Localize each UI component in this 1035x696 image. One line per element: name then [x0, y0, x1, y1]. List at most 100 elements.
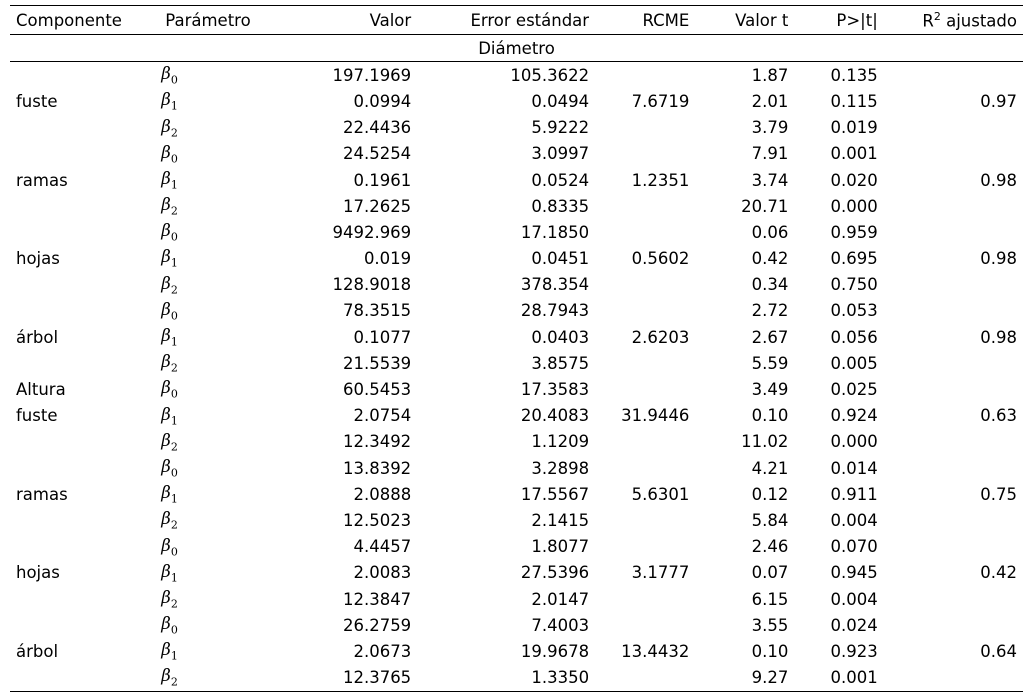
cell-std-error: 2.0147	[531, 589, 590, 609]
beta-subscript: 2	[170, 361, 178, 375]
cell-rcme	[595, 272, 695, 298]
table-row: β2 22.4436 5.9222 3.79 0.019	[10, 115, 1023, 141]
cell-std-error: 27.5396	[520, 563, 590, 583]
cell-rcme: 5.6301	[631, 484, 690, 504]
cell-value: 12.5023	[342, 510, 412, 530]
beta-symbol: β	[161, 142, 171, 162]
cell-value: 0.019	[363, 249, 412, 269]
header-component: Componente	[10, 5, 160, 35]
cell-r2-adjusted: 0.64	[980, 641, 1017, 661]
cell-value: 78.3515	[342, 301, 412, 321]
beta-subscript: 0	[170, 544, 178, 558]
cell-component: hojas	[16, 563, 60, 583]
cell-rcme	[595, 141, 695, 167]
cell-parameter: β1	[159, 246, 288, 272]
cell-std-error: 0.0403	[531, 327, 590, 347]
cell-t-value: 0.34	[751, 275, 789, 295]
cell-t-value: 0.42	[751, 249, 789, 269]
cell-t-value: 0.06	[751, 222, 789, 242]
cell-p-value: 0.020	[830, 170, 878, 190]
table-row: β0 4.4457 1.8077 2.46 0.070	[10, 534, 1023, 560]
cell-t-value: 3.55	[751, 615, 789, 635]
beta-subscript: 1	[170, 335, 178, 349]
cell-p-value: 0.000	[830, 432, 878, 452]
header-std-error: Error estándar	[417, 5, 596, 35]
cell-value: 4.4457	[353, 537, 412, 557]
cell-rcme	[595, 115, 695, 141]
cell-value: 2.0673	[353, 641, 412, 661]
cell-component	[10, 298, 159, 324]
cell-r2-adjusted	[884, 376, 1023, 402]
cell-parameter: β1	[159, 638, 288, 664]
cell-t-value: 2.72	[751, 301, 789, 321]
cell-std-error: 105.3622	[510, 65, 590, 85]
cell-component	[10, 219, 159, 245]
cell-r2-adjusted: 0.97	[980, 91, 1017, 111]
cell-value: 0.0994	[353, 91, 412, 111]
header-rcme: RCME	[595, 5, 696, 35]
cell-t-value: 2.01	[751, 91, 789, 111]
cell-p-value: 0.004	[830, 510, 878, 530]
beta-subscript: 1	[170, 492, 178, 506]
cell-t-value: 5.59	[751, 353, 789, 373]
cell-t-value: 9.27	[695, 664, 795, 692]
table-row: fuste β1 0.0994 0.0494 7.6719 2.01 0.115 0.97	[10, 88, 1023, 114]
cell-value: 60.5453	[342, 380, 412, 400]
cell-parameter: β2	[159, 664, 289, 692]
beta-symbol: β	[161, 509, 171, 529]
cell-value: 12.3847	[342, 589, 412, 609]
cell-parameter: β2	[159, 115, 288, 141]
cell-component	[10, 62, 159, 89]
header-parameter: Parámetro	[159, 5, 289, 35]
cell-std-error: 1.3350	[417, 664, 596, 692]
cell-value: 26.2759	[342, 615, 412, 635]
cell-component: hojas	[16, 249, 60, 269]
cell-r2-adjusted	[884, 298, 1023, 324]
cell-r2-adjusted	[884, 272, 1023, 298]
cell-r2-adjusted	[884, 455, 1023, 481]
cell-parameter: β2	[159, 507, 288, 533]
cell-t-value: 0.10	[751, 406, 789, 426]
cell-std-error: 378.354	[520, 275, 590, 295]
cell-t-value: 3.79	[751, 118, 789, 138]
cell-parameter: β2	[159, 350, 288, 376]
cell-component: Altura	[16, 380, 66, 400]
beta-symbol: β	[161, 404, 171, 424]
cell-t-value: 4.21	[751, 458, 789, 478]
table-row: β2 12.3765 1.3350 9.27 0.001	[10, 664, 1023, 692]
cell-std-error: 3.8575	[531, 353, 590, 373]
cell-value: 2.0888	[353, 484, 412, 504]
cell-component	[10, 534, 159, 560]
cell-t-value: 6.15	[751, 589, 789, 609]
cell-p-value: 0.695	[830, 249, 878, 269]
beta-subscript: 2	[170, 675, 178, 689]
cell-std-error: 3.2898	[531, 458, 590, 478]
beta-subscript: 2	[170, 282, 178, 296]
table-row: β0 9492.969 17.1850 0.06 0.959	[10, 219, 1023, 245]
cell-r2-adjusted	[884, 429, 1023, 455]
cell-t-value: 0.10	[751, 641, 789, 661]
table-row: ramas β1 2.0888 17.5567 5.6301 0.12 0.911 0.75	[10, 481, 1023, 507]
cell-p-value: 0.004	[830, 589, 878, 609]
cell-rcme: 31.9446	[621, 406, 690, 426]
header-t-value: Valor t	[695, 5, 795, 35]
cell-r2-adjusted	[884, 62, 1023, 89]
cell-std-error: 1.8077	[531, 537, 590, 557]
cell-rcme: 0.5602	[631, 249, 690, 269]
cell-value: 22.4436	[342, 118, 412, 138]
cell-parameter: β1	[159, 88, 288, 114]
cell-component: árbol	[16, 641, 59, 661]
table-row: β2 128.9018 378.354 0.34 0.750	[10, 272, 1023, 298]
beta-symbol: β	[161, 666, 171, 686]
table-row: β0 24.5254 3.0997 7.91 0.001	[10, 141, 1023, 167]
cell-r2-adjusted	[883, 664, 1023, 692]
table-row: fuste β1 2.0754 20.4083 31.9446 0.10 0.924 0.63	[10, 403, 1023, 429]
cell-component	[10, 429, 159, 455]
beta-subscript: 2	[170, 518, 178, 532]
cell-std-error: 3.0997	[531, 144, 590, 164]
cell-parameter: β2	[159, 586, 288, 612]
cell-component: ramas	[16, 170, 68, 190]
cell-component	[10, 612, 159, 638]
cell-parameter: β0	[159, 534, 288, 560]
cell-r2-adjusted	[884, 534, 1023, 560]
